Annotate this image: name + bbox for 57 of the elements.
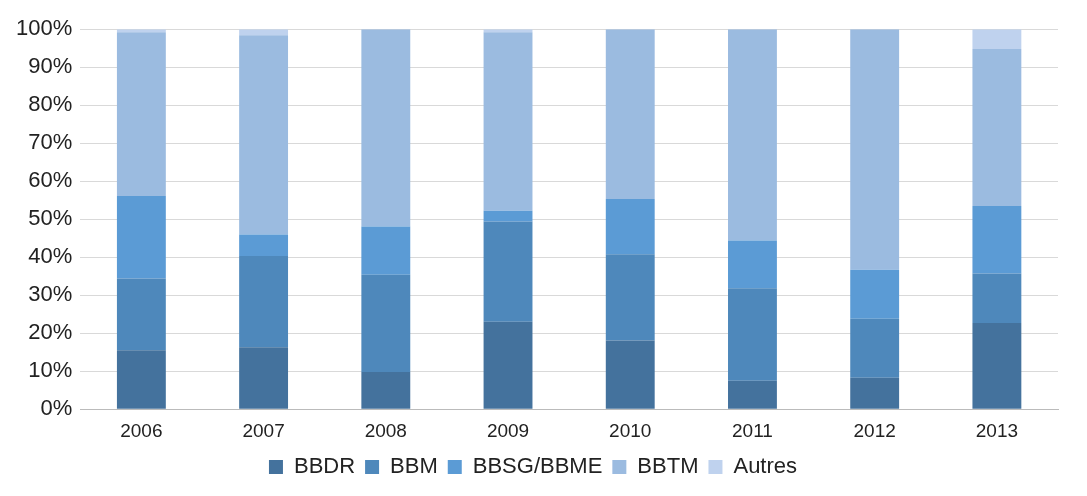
bar [972,29,1022,49]
bar [239,234,289,257]
bar [116,350,166,409]
x-tick-label: 2006 [120,419,163,441]
x-tick-label: 2010 [609,419,652,441]
bar [605,254,655,341]
x-tick-label: 2009 [486,419,530,441]
y-tick-label: 70% [28,129,73,155]
y-tick-label: 100% [15,15,73,41]
x-tick-label: 2008 [364,419,407,441]
bar [239,256,289,348]
y-tick-label: 90% [28,53,73,79]
x-tick-label: 2011 [732,419,773,441]
bar [483,221,533,322]
bar [483,210,533,222]
y-tick-label: 20% [28,319,73,345]
bar [605,199,655,255]
bar [850,377,900,409]
legend-label: BBDR [293,453,356,479]
bar [728,240,777,289]
bar [239,35,289,235]
legend-label: BBM [390,453,438,479]
legend-label: Autres [733,453,798,479]
y-tick-label: 10% [28,357,73,383]
bar [483,321,533,409]
bar [850,269,900,319]
bar [972,205,1022,274]
y-tick-label: 0% [40,395,73,421]
bar [116,32,166,197]
x-tick-label: 2013 [975,419,1019,441]
bar [361,29,411,227]
y-tick-label: 50% [28,205,73,231]
x-tick-label: 2012 [853,419,896,441]
bar [605,29,655,200]
bar [850,29,900,270]
bar [728,288,777,381]
bar [972,273,1022,323]
bar [850,318,900,378]
legend-label: BBTM [637,453,699,479]
bar [728,29,777,241]
y-tick-label: 80% [28,91,73,117]
x-tick-label: 2007 [242,419,285,441]
y-tick-label: 60% [28,167,73,193]
bar [972,48,1022,206]
bar [728,380,777,409]
bar [605,340,655,409]
bar [361,274,411,372]
bar [361,371,411,409]
y-tick-label: 30% [28,281,73,307]
bar [116,196,166,279]
bar [116,278,166,351]
bar [483,32,533,211]
y-tick-label: 40% [28,243,73,269]
bar [972,322,1022,409]
bar [239,347,289,409]
legend-label: BBSG/BBME [472,453,603,479]
bar [361,226,411,275]
